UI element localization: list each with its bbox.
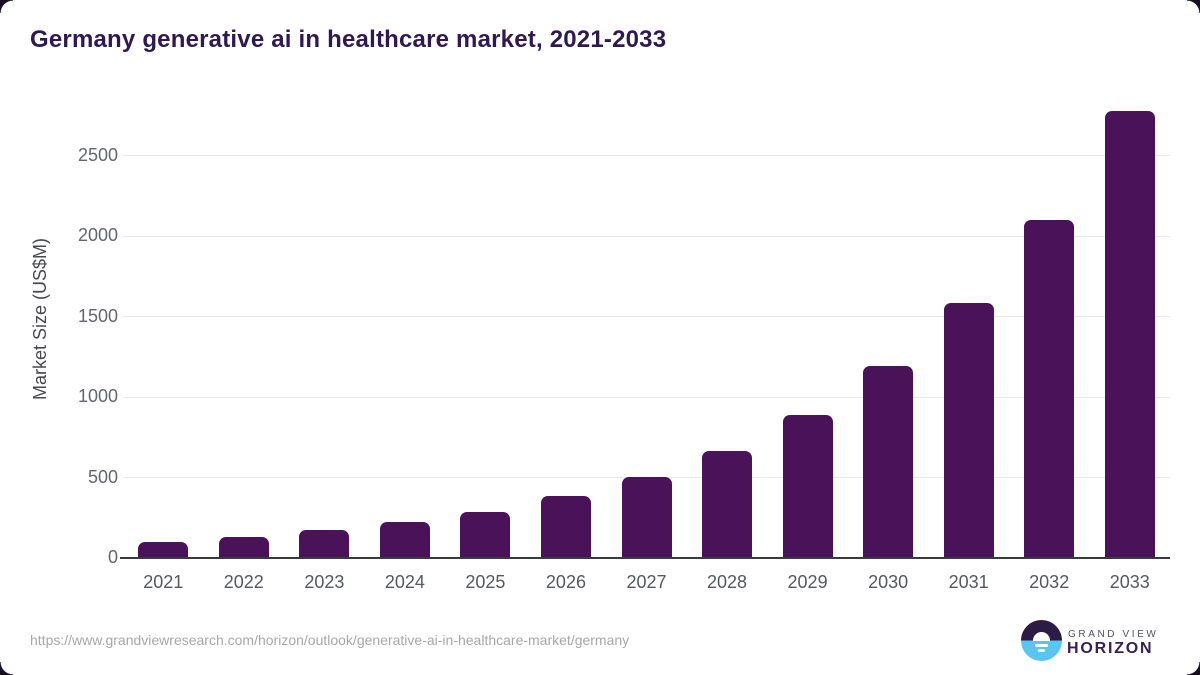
bar bbox=[782, 414, 833, 558]
gridline bbox=[123, 155, 1170, 156]
x-tick-label: 2028 bbox=[707, 572, 748, 592]
horizon-sunrise-icon bbox=[1021, 620, 1062, 661]
x-tick-label: 2026 bbox=[545, 572, 586, 592]
rounded-corner-artifact bbox=[0, 0, 13, 13]
gridline bbox=[123, 316, 1170, 317]
sun-reflection-line bbox=[1038, 649, 1045, 652]
bar bbox=[379, 522, 430, 558]
rounded-corner-artifact bbox=[1187, 662, 1200, 675]
bar bbox=[460, 511, 511, 558]
y-tick-label: 2500 bbox=[77, 144, 118, 165]
bar bbox=[218, 536, 269, 558]
x-tick-label: 2023 bbox=[304, 572, 345, 592]
logo-brand-text: GRAND VIEW bbox=[1068, 629, 1159, 640]
x-tick-label: 2024 bbox=[384, 572, 425, 592]
y-tick-label: 2000 bbox=[77, 225, 118, 245]
plot-area bbox=[123, 100, 1170, 558]
bar bbox=[138, 541, 189, 558]
x-tick-label: 2022 bbox=[223, 572, 264, 592]
bar bbox=[540, 496, 591, 558]
y-tick-label: 500 bbox=[87, 466, 118, 487]
x-tick-label: 2021 bbox=[143, 572, 184, 592]
bar bbox=[702, 451, 753, 558]
x-axis-line bbox=[120, 557, 1170, 559]
source-url: https://www.grandviewresearch.com/horizo… bbox=[30, 632, 630, 648]
x-tick-label: 2025 bbox=[465, 572, 506, 592]
chart-title: Germany generative ai in healthcare mark… bbox=[30, 26, 667, 53]
rounded-corner-artifact bbox=[0, 662, 13, 675]
x-tick-label: 2027 bbox=[626, 572, 667, 592]
bar bbox=[299, 530, 350, 558]
logo-product-text: HORIZON bbox=[1067, 640, 1154, 657]
bar bbox=[1104, 111, 1155, 558]
bar bbox=[1024, 219, 1075, 558]
bar bbox=[863, 366, 914, 558]
bar bbox=[943, 302, 994, 558]
x-tick-label: 2031 bbox=[948, 572, 989, 592]
sun-semicircle bbox=[1033, 632, 1050, 641]
y-tick-label: 1000 bbox=[77, 386, 118, 406]
y-tick-label: 1500 bbox=[77, 305, 118, 326]
x-tick-label: 2029 bbox=[787, 572, 828, 592]
x-tick-label: 2030 bbox=[868, 572, 909, 592]
sun-reflection-line bbox=[1035, 644, 1048, 647]
rounded-corner-artifact bbox=[1187, 0, 1200, 13]
grand-view-horizon-logo: GRAND VIEW HORIZON bbox=[1021, 620, 1171, 662]
gridline bbox=[123, 396, 1170, 398]
gridline bbox=[123, 235, 1170, 237]
y-tick-label: 0 bbox=[107, 547, 118, 567]
x-tick-label: 2032 bbox=[1029, 572, 1070, 592]
bar bbox=[621, 476, 672, 558]
x-tick-label: 2033 bbox=[1109, 572, 1150, 592]
